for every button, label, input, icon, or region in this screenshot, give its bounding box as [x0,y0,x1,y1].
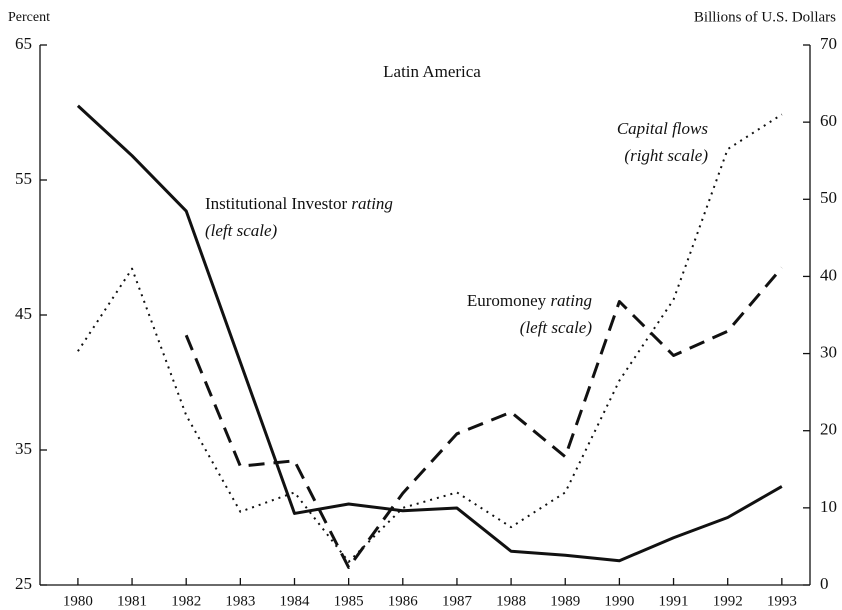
annotation-part: rating [546,291,592,310]
x-tick-label: 1986 [388,593,419,609]
annotation: Euromoney rating [467,291,592,310]
annotation: Capital flows [617,119,709,138]
y2-tick-label: 50 [820,188,837,207]
y2-axis-label: Billions of U.S. Dollars [694,9,836,25]
x-tick-label: 1988 [496,593,526,609]
series-line [76,104,783,563]
y2-tick-label: 40 [820,265,837,284]
annotation: Institutional Investor rating [205,194,393,213]
y2-tick-label: 10 [820,497,837,516]
x-tick-label: 1992 [713,593,743,609]
y2-tick-label: 30 [820,342,837,361]
x-tick-label: 1993 [767,593,797,609]
x-tick-label: 1983 [225,593,255,609]
annotation-part: Institutional Investor [205,194,347,213]
x-tick-label: 1987 [442,593,473,609]
x-tick-label: 1991 [659,593,689,609]
chart-title: Latin America [383,62,481,81]
y2-tick-label: 70 [820,34,837,53]
x-tick-label: 1985 [334,593,364,609]
annotation-part: (right scale) [624,146,708,165]
y-tick-label: 45 [15,304,32,323]
x-tick-label: 1981 [117,593,147,609]
y2-tick-label: 0 [820,574,829,593]
y-axis-label: Percent [8,10,50,25]
series-line [77,113,783,563]
x-tick-label: 1980 [63,593,93,609]
series-line [184,266,783,569]
y-tick-label: 25 [15,574,32,593]
annotation-part: Capital flows [617,119,709,138]
y-tick-label: 55 [15,169,32,188]
x-tick-label: 1990 [604,593,634,609]
x-tick-label: 1984 [280,593,311,609]
annotation: (right scale) [624,146,708,165]
annotation-part: (left scale) [520,318,593,337]
x-tick-label: 1989 [550,593,580,609]
x-tick-label: 1982 [171,593,201,609]
annotation-part: (left scale) [205,221,278,240]
y-tick-label: 35 [15,439,32,458]
y2-tick-label: 20 [820,420,837,439]
y2-tick-label: 60 [820,111,837,130]
annotation-part: rating [347,194,393,213]
annotation: (left scale) [205,221,278,240]
y-tick-label: 65 [15,34,32,53]
annotation-part: Euromoney [467,291,547,310]
annotation: (left scale) [520,318,593,337]
